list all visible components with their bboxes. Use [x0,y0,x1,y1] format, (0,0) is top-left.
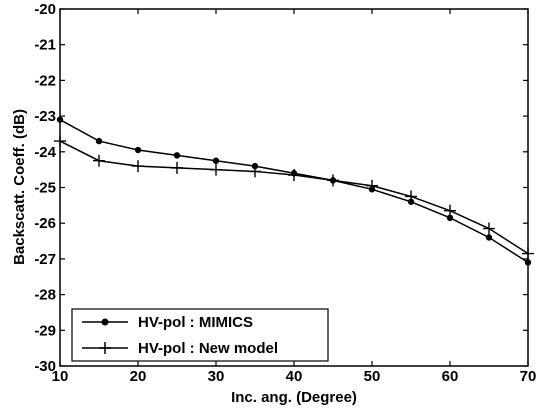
legend: HV-pol : MIMICS HV-pol : New model [71,308,329,362]
y-tick-label: -30 [34,358,56,375]
data-point-new-model [54,135,66,148]
legend-marker-mimics [101,318,109,326]
y-tick-label: -24 [34,144,56,161]
data-point-mimics [95,137,103,145]
data-point-mimics [173,152,181,159]
data-point-new-model [288,169,300,182]
data-point-new-model [327,174,339,187]
data-point-new-model [522,247,534,260]
data-point-new-model [405,190,417,203]
x-axis-title: Inc. ang. (Degree) [231,389,357,406]
axis-ticks [59,8,529,367]
data-point-new-model [132,160,144,173]
series-layer [54,116,534,266]
data-point-mimics [56,116,64,123]
legend-label-new-model: HV-pol : New model [138,340,278,357]
legend-box [71,308,329,362]
data-point-new-model [444,204,456,217]
data-point-new-model [171,161,183,174]
data-point-new-model [483,222,495,235]
y-tick-label: -25 [34,180,56,197]
plot-area [59,8,529,367]
legend-label-mimics: HV-pol : MIMICS [138,314,253,331]
x-tick-label: 60 [442,368,459,385]
data-point-mimics [134,146,142,154]
legend-marker-new-model [99,342,111,354]
y-tick-label: -23 [34,108,56,125]
data-point-mimics [212,157,220,164]
y-tick-label: -22 [34,72,56,89]
x-tick-label: 40 [286,368,303,385]
x-tick-label: 70 [520,368,537,385]
y-tick-label: -29 [34,322,56,339]
x-tick-label: 10 [52,368,69,385]
data-point-mimics [446,214,454,222]
y-tick-label: -20 [34,1,56,18]
data-point-new-model [93,154,105,167]
data-point-new-model [210,163,222,176]
data-point-mimics [524,259,532,266]
x-tick-label: 30 [208,368,225,385]
data-point-new-model [366,179,378,192]
data-point-new-model [249,165,261,178]
axis-tick-labels: 10 20 30 40 50 60 70 -30 -29 -28 -27 -26 -25 -24 -23 -2… [34,1,536,385]
data-point-mimics [485,234,493,241]
x-tick-label: 20 [130,368,147,385]
y-tick-label: -27 [34,251,56,268]
y-tick-label: -26 [34,215,56,232]
y-axis-title: Backscatt. Coeff. (dB) [11,109,28,265]
y-tick-label: -28 [34,287,56,304]
y-tick-label: -21 [34,37,56,54]
x-tick-label: 50 [364,368,381,385]
